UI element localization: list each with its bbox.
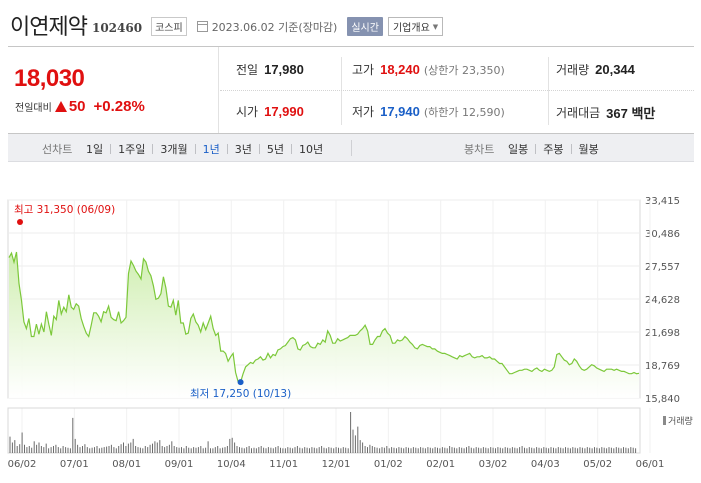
- high-marker: [17, 219, 23, 225]
- price-chart[interactable]: 33,415 30,486 27,557 24,628 21,698 18,769 15,8…: [0, 170, 701, 483]
- low-marker: [237, 379, 244, 386]
- price-chart-svg: 33,415 30,486 27,557 24,628 21,698 18,769 15,8…: [7, 196, 693, 470]
- up-triangle-icon: [54, 101, 67, 112]
- tab-separator: [535, 144, 537, 154]
- price-change: 전일대비 50 +0.28%: [15, 98, 145, 115]
- tab-separator: [291, 144, 292, 154]
- metric-label: 시가: [236, 105, 259, 119]
- metric-label: 전일: [236, 63, 259, 77]
- x-tick-label: 11/01: [269, 459, 298, 470]
- metric-value: 18,240: [380, 62, 420, 77]
- tab-line-period-6[interactable]: 10년: [299, 143, 324, 156]
- metric-value: 17,990: [264, 104, 304, 119]
- x-tick-label: 09/01: [165, 459, 194, 470]
- date-info: 2023.06.02 기준(장마감): [196, 19, 338, 35]
- y-tick-label: 30,486: [645, 229, 680, 240]
- divider: [548, 57, 549, 125]
- tab-candle-period-0[interactable]: 일봉: [508, 143, 529, 156]
- tab-separator: [152, 144, 154, 154]
- x-tick-label: 05/02: [583, 459, 612, 470]
- metric-label: 거래대금: [556, 106, 601, 120]
- candle-chart-label: 봉차트: [464, 143, 495, 156]
- metric-value: 367 백만: [606, 106, 656, 121]
- stock-title-row: 이연제약 102460 코스피 2023.06.02 기준(장마감) 실시간 기…: [10, 12, 444, 40]
- x-tick-label: 02/01: [426, 459, 455, 470]
- x-tick-label: 06/01: [636, 459, 665, 470]
- change-percent: +0.28%: [93, 98, 145, 115]
- volume-legend-label: 거래량: [668, 415, 693, 427]
- tab-separator: [110, 144, 112, 154]
- metric-value: 17,980: [264, 62, 304, 77]
- tab-line-period-5[interactable]: 5년: [266, 143, 284, 156]
- market-badge: 코스피: [151, 17, 187, 36]
- change-value: 50: [68, 98, 86, 115]
- y-tick-label: 18,769: [645, 361, 680, 372]
- calendar-icon: [196, 21, 208, 32]
- x-tick-label: 04/03: [531, 459, 560, 470]
- metric-sub: (하한가 12,590): [423, 105, 505, 119]
- current-price: 18,030: [14, 65, 85, 92]
- realtime-button[interactable]: 실시간: [347, 17, 383, 36]
- x-tick-label: 06/02: [8, 459, 37, 470]
- divider: [341, 57, 342, 125]
- y-tick-label: 27,557: [645, 262, 680, 273]
- tab-line-period-3[interactable]: 1년: [202, 143, 220, 156]
- tab-candle-period-2[interactable]: 월봉: [578, 143, 599, 156]
- x-tick-label: 08/01: [112, 459, 141, 470]
- company-overview-label: 기업개요: [392, 23, 430, 34]
- price-area: [9, 252, 639, 398]
- line-chart-label: 선차트: [42, 143, 73, 156]
- stock-code: 102460: [91, 21, 143, 35]
- metric-high: 고가 18,240 (상한가 23,350): [352, 61, 505, 78]
- divider: [220, 90, 694, 91]
- tab-line-period-4[interactable]: 3년: [234, 143, 252, 156]
- volume-legend-swatch: [663, 416, 666, 425]
- metric-low: 저가 17,940 (하한가 12,590): [352, 103, 505, 120]
- tab-line-period-1[interactable]: 1주일: [118, 143, 146, 156]
- metric-label: 고가: [352, 63, 375, 77]
- current-price-panel: 18,030 전일대비 50 +0.28%: [8, 47, 219, 133]
- metric-value: 17,940: [380, 104, 420, 119]
- x-tick-label: 07/01: [60, 459, 89, 470]
- metric-value: 20,344: [595, 62, 635, 77]
- chart-period-bar: 선차트 1일 1주일 3개월 1년 3년 5년 10년 봉차트 일봉 주봉 월봉: [8, 134, 694, 162]
- x-tick-label: 03/02: [479, 459, 508, 470]
- metric-trade-amount: 거래대금 367 백만: [556, 103, 655, 122]
- x-tick-label: 01/02: [374, 459, 403, 470]
- candle-period-tabs: 일봉 주봉 월봉: [508, 141, 599, 157]
- metric-sub: (상한가 23,350): [423, 63, 505, 77]
- company-name[interactable]: 이연제약: [10, 15, 88, 40]
- tab-separator: [194, 144, 196, 154]
- tab-line-period-0[interactable]: 1일: [86, 143, 104, 156]
- metric-volume: 거래량 20,344: [556, 61, 635, 78]
- tab-line-period-2[interactable]: 3개월: [160, 143, 188, 156]
- price-summary: 18,030 전일대비 50 +0.28% 전일 17,980 고가 18,24…: [8, 46, 694, 134]
- tab-separator: [570, 144, 572, 154]
- metric-open: 시가 17,990: [236, 103, 304, 120]
- y-tick-label: 24,628: [645, 295, 680, 306]
- change-label: 전일대비: [15, 103, 52, 114]
- metric-prev-close: 전일 17,980: [236, 61, 304, 78]
- y-tick-label: 33,415: [645, 196, 680, 207]
- high-label: 최고 31,350 (06/09): [14, 204, 115, 216]
- tab-separator: [226, 144, 228, 154]
- chevron-down-icon: ▼: [432, 22, 439, 31]
- tab-candle-period-1[interactable]: 주봉: [543, 143, 564, 156]
- metric-label: 거래량: [556, 63, 590, 77]
- x-tick-label: 10/04: [217, 459, 246, 470]
- line-period-tabs: 1일 1주일 3개월 1년 3년 5년 10년: [86, 141, 323, 157]
- y-tick-label: 15,840: [645, 394, 680, 405]
- y-tick-label: 21,698: [645, 328, 680, 339]
- price-line: [8, 251, 640, 383]
- company-overview-button[interactable]: 기업개요 ▼: [387, 17, 444, 36]
- divider: [351, 140, 352, 156]
- tab-separator: [258, 144, 260, 154]
- x-tick-label: 12/01: [322, 459, 351, 470]
- date-label: 2023.06.02 기준(장마감): [211, 20, 338, 34]
- metric-label: 저가: [352, 105, 375, 119]
- low-label: 최저 17,250 (10/13): [190, 388, 291, 400]
